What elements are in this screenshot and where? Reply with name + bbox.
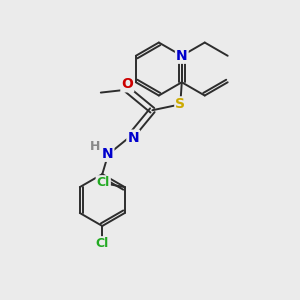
Text: N: N [128, 130, 139, 145]
Text: S: S [175, 98, 185, 111]
Text: Cl: Cl [97, 176, 110, 189]
Text: N: N [102, 147, 113, 161]
Text: Cl: Cl [96, 237, 109, 250]
Text: H: H [90, 140, 100, 153]
Text: O: O [122, 77, 133, 91]
Text: N: N [176, 49, 188, 63]
